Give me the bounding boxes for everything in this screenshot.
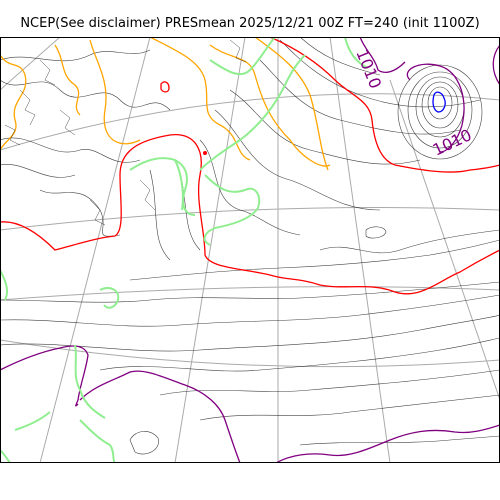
red-contour <box>269 37 500 173</box>
isobar <box>174 159 201 251</box>
isobar <box>39 189 121 237</box>
purple-contour <box>492 44 500 86</box>
coastline <box>203 174 261 246</box>
isobar <box>299 435 500 446</box>
isobar <box>229 89 421 165</box>
orange-contour <box>89 39 141 145</box>
isobar <box>214 109 381 211</box>
longitude-line <box>0 37 61 91</box>
isobar <box>89 199 106 226</box>
isobar <box>39 59 56 86</box>
purple-contour <box>0 345 89 407</box>
coastline <box>99 287 120 309</box>
map-frame <box>0 37 500 463</box>
red-contours <box>0 37 500 295</box>
isobar <box>149 169 171 261</box>
coastlines <box>0 37 369 463</box>
isobars-dense <box>4 39 247 226</box>
isobar <box>129 431 159 455</box>
coastline <box>199 54 306 171</box>
coastline <box>74 344 106 419</box>
orange-contour <box>209 44 331 167</box>
longitude-line <box>174 37 246 463</box>
latitude-line <box>0 207 500 231</box>
orange-contours <box>0 37 331 171</box>
orange-contour <box>54 44 81 116</box>
coastline <box>14 411 51 431</box>
isobar <box>0 79 171 111</box>
isobar <box>365 226 387 239</box>
longitude-line <box>39 37 151 463</box>
coastline <box>344 37 369 69</box>
isobar <box>0 294 500 327</box>
isobar <box>0 281 500 303</box>
coastline <box>129 157 196 216</box>
isobar <box>139 179 156 211</box>
isobar <box>19 89 36 126</box>
isobars <box>0 37 500 455</box>
coastline <box>79 419 116 463</box>
pressure-map: 1010 1010 <box>0 37 500 463</box>
longitude-line <box>389 79 500 401</box>
isobar <box>0 314 500 352</box>
isobar <box>59 109 76 136</box>
isobar <box>427 86 453 120</box>
coastline <box>209 37 276 76</box>
red-contour <box>0 134 500 295</box>
orange-contour <box>0 54 27 151</box>
isobar <box>407 71 473 149</box>
red-contour <box>203 151 207 155</box>
latitude-line <box>0 93 500 151</box>
isobar <box>199 394 500 421</box>
isobar <box>159 369 500 396</box>
isobar <box>129 239 500 281</box>
purple-contour <box>79 370 241 463</box>
graticule <box>0 37 500 463</box>
isobar <box>0 49 151 62</box>
isobar <box>4 124 21 146</box>
red-contour <box>160 81 170 93</box>
purple-contour <box>359 37 406 73</box>
coastline <box>0 449 11 463</box>
isobar <box>259 59 461 135</box>
contour-label-1010-east: 1010 <box>430 125 475 159</box>
purple-contour <box>275 424 500 463</box>
isobar <box>319 229 500 254</box>
purple-contour <box>406 63 465 153</box>
coastline <box>174 159 184 211</box>
purple-contours <box>0 37 500 463</box>
coastline <box>0 269 9 301</box>
isobar <box>397 64 483 160</box>
latitude-line <box>0 286 500 301</box>
blue-contour <box>432 91 446 113</box>
isobar <box>0 137 141 163</box>
isobar <box>229 39 247 63</box>
isobar <box>99 337 500 372</box>
blue-contours <box>432 91 446 113</box>
isobar <box>0 164 76 178</box>
map-title: NCEP(See disclaimer) PRESmean 2025/12/21… <box>20 16 480 31</box>
isobar <box>421 81 459 129</box>
isobar <box>299 37 381 76</box>
orange-contour <box>254 37 329 171</box>
